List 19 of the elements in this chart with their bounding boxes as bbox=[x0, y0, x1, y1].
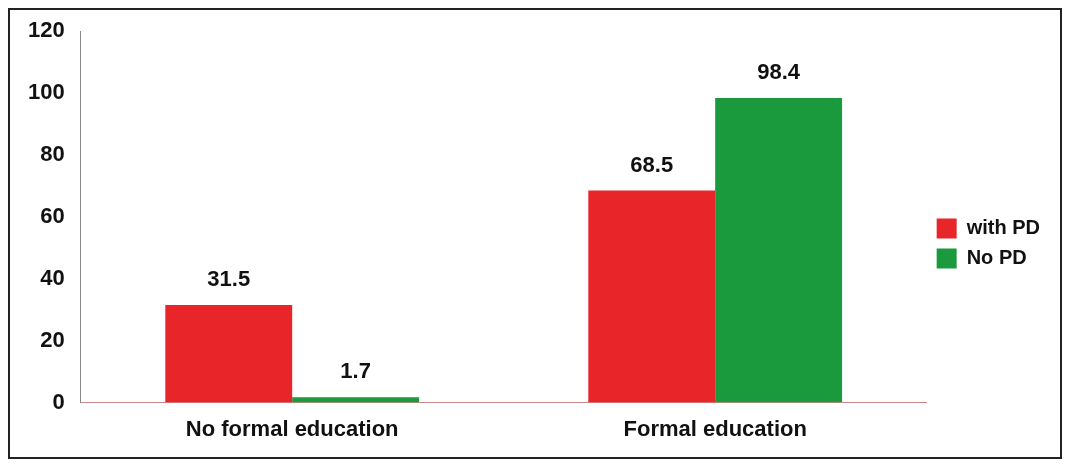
y-tick-label: 60 bbox=[40, 202, 65, 228]
data-label: 68.5 bbox=[630, 151, 674, 177]
legend-label: No PD bbox=[966, 246, 1027, 269]
data-label: 31.5 bbox=[207, 266, 251, 292]
bar bbox=[588, 190, 716, 403]
y-tick-label: 80 bbox=[40, 141, 65, 167]
data-label: 98.4 bbox=[757, 59, 801, 85]
y-tick-label: 120 bbox=[27, 17, 65, 43]
x-tick-label: No formal education bbox=[185, 415, 399, 441]
x-tick-label: Formal education bbox=[623, 415, 807, 441]
legend-label: with PD bbox=[965, 216, 1041, 239]
y-tick-label: 20 bbox=[40, 326, 65, 352]
y-tick-label: 40 bbox=[40, 264, 65, 290]
bar bbox=[715, 98, 843, 403]
y-tick-label: 100 bbox=[27, 79, 65, 105]
bar bbox=[292, 397, 420, 403]
data-label: 1.7 bbox=[340, 358, 371, 384]
bar bbox=[165, 305, 293, 403]
y-tick-label: 0 bbox=[52, 388, 65, 414]
